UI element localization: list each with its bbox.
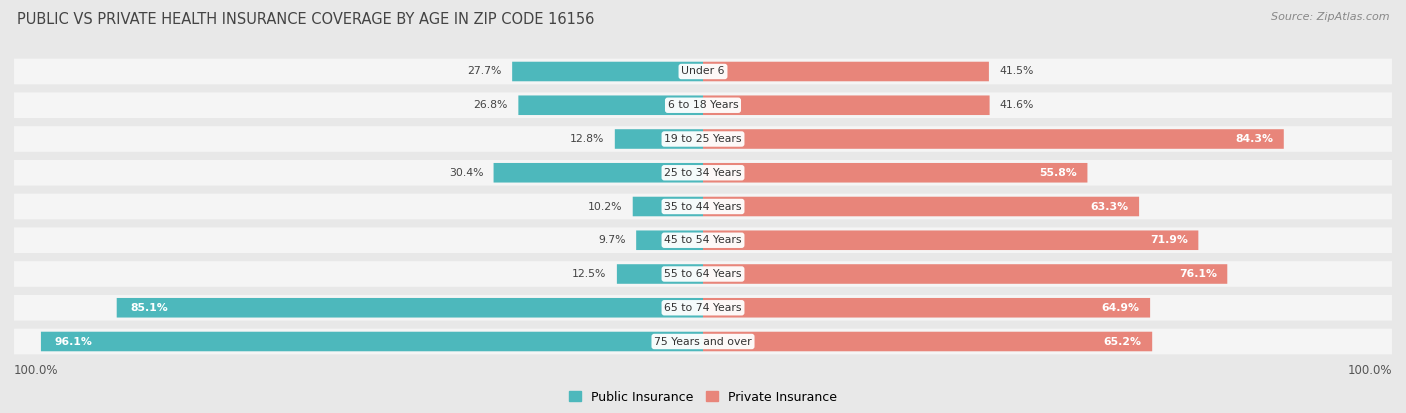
Text: 12.5%: 12.5% xyxy=(572,269,606,279)
FancyBboxPatch shape xyxy=(14,59,1392,84)
Text: 55.8%: 55.8% xyxy=(1039,168,1077,178)
Text: 65.2%: 65.2% xyxy=(1104,337,1142,347)
Text: 85.1%: 85.1% xyxy=(131,303,169,313)
Text: 55 to 64 Years: 55 to 64 Years xyxy=(664,269,742,279)
FancyBboxPatch shape xyxy=(14,93,1392,118)
FancyBboxPatch shape xyxy=(14,261,1392,287)
Text: PUBLIC VS PRIVATE HEALTH INSURANCE COVERAGE BY AGE IN ZIP CODE 16156: PUBLIC VS PRIVATE HEALTH INSURANCE COVER… xyxy=(17,12,595,27)
FancyBboxPatch shape xyxy=(617,264,703,284)
Text: 64.9%: 64.9% xyxy=(1102,303,1140,313)
FancyBboxPatch shape xyxy=(703,62,988,81)
Text: 45 to 54 Years: 45 to 54 Years xyxy=(664,235,742,245)
Text: 63.3%: 63.3% xyxy=(1091,202,1129,211)
Text: 41.6%: 41.6% xyxy=(1000,100,1035,110)
FancyBboxPatch shape xyxy=(703,197,1139,216)
FancyBboxPatch shape xyxy=(703,129,1284,149)
Legend: Public Insurance, Private Insurance: Public Insurance, Private Insurance xyxy=(565,387,841,407)
Text: 75 Years and over: 75 Years and over xyxy=(654,337,752,347)
FancyBboxPatch shape xyxy=(117,298,703,318)
Text: 84.3%: 84.3% xyxy=(1236,134,1274,144)
Text: Under 6: Under 6 xyxy=(682,66,724,76)
FancyBboxPatch shape xyxy=(14,295,1392,320)
FancyBboxPatch shape xyxy=(703,298,1150,318)
Text: 71.9%: 71.9% xyxy=(1150,235,1188,245)
Text: 10.2%: 10.2% xyxy=(588,202,623,211)
Text: 100.0%: 100.0% xyxy=(14,364,59,377)
Text: 65 to 74 Years: 65 to 74 Years xyxy=(664,303,742,313)
Text: 30.4%: 30.4% xyxy=(449,168,484,178)
FancyBboxPatch shape xyxy=(633,197,703,216)
Text: 19 to 25 Years: 19 to 25 Years xyxy=(664,134,742,144)
FancyBboxPatch shape xyxy=(703,230,1198,250)
FancyBboxPatch shape xyxy=(14,160,1392,185)
Text: 35 to 44 Years: 35 to 44 Years xyxy=(664,202,742,211)
Text: 6 to 18 Years: 6 to 18 Years xyxy=(668,100,738,110)
Text: 96.1%: 96.1% xyxy=(55,337,93,347)
FancyBboxPatch shape xyxy=(614,129,703,149)
Text: 25 to 34 Years: 25 to 34 Years xyxy=(664,168,742,178)
FancyBboxPatch shape xyxy=(14,329,1392,354)
Text: 9.7%: 9.7% xyxy=(599,235,626,245)
FancyBboxPatch shape xyxy=(703,264,1227,284)
FancyBboxPatch shape xyxy=(41,332,703,351)
Text: Source: ZipAtlas.com: Source: ZipAtlas.com xyxy=(1271,12,1389,22)
FancyBboxPatch shape xyxy=(512,62,703,81)
Text: 26.8%: 26.8% xyxy=(474,100,508,110)
Text: 12.8%: 12.8% xyxy=(569,134,605,144)
Text: 76.1%: 76.1% xyxy=(1180,269,1218,279)
FancyBboxPatch shape xyxy=(14,126,1392,152)
FancyBboxPatch shape xyxy=(636,230,703,250)
FancyBboxPatch shape xyxy=(703,163,1087,183)
Text: 100.0%: 100.0% xyxy=(1347,364,1392,377)
FancyBboxPatch shape xyxy=(703,332,1152,351)
FancyBboxPatch shape xyxy=(519,95,703,115)
FancyBboxPatch shape xyxy=(703,95,990,115)
FancyBboxPatch shape xyxy=(14,228,1392,253)
FancyBboxPatch shape xyxy=(14,194,1392,219)
Text: 41.5%: 41.5% xyxy=(1000,66,1033,76)
Text: 27.7%: 27.7% xyxy=(467,66,502,76)
FancyBboxPatch shape xyxy=(494,163,703,183)
